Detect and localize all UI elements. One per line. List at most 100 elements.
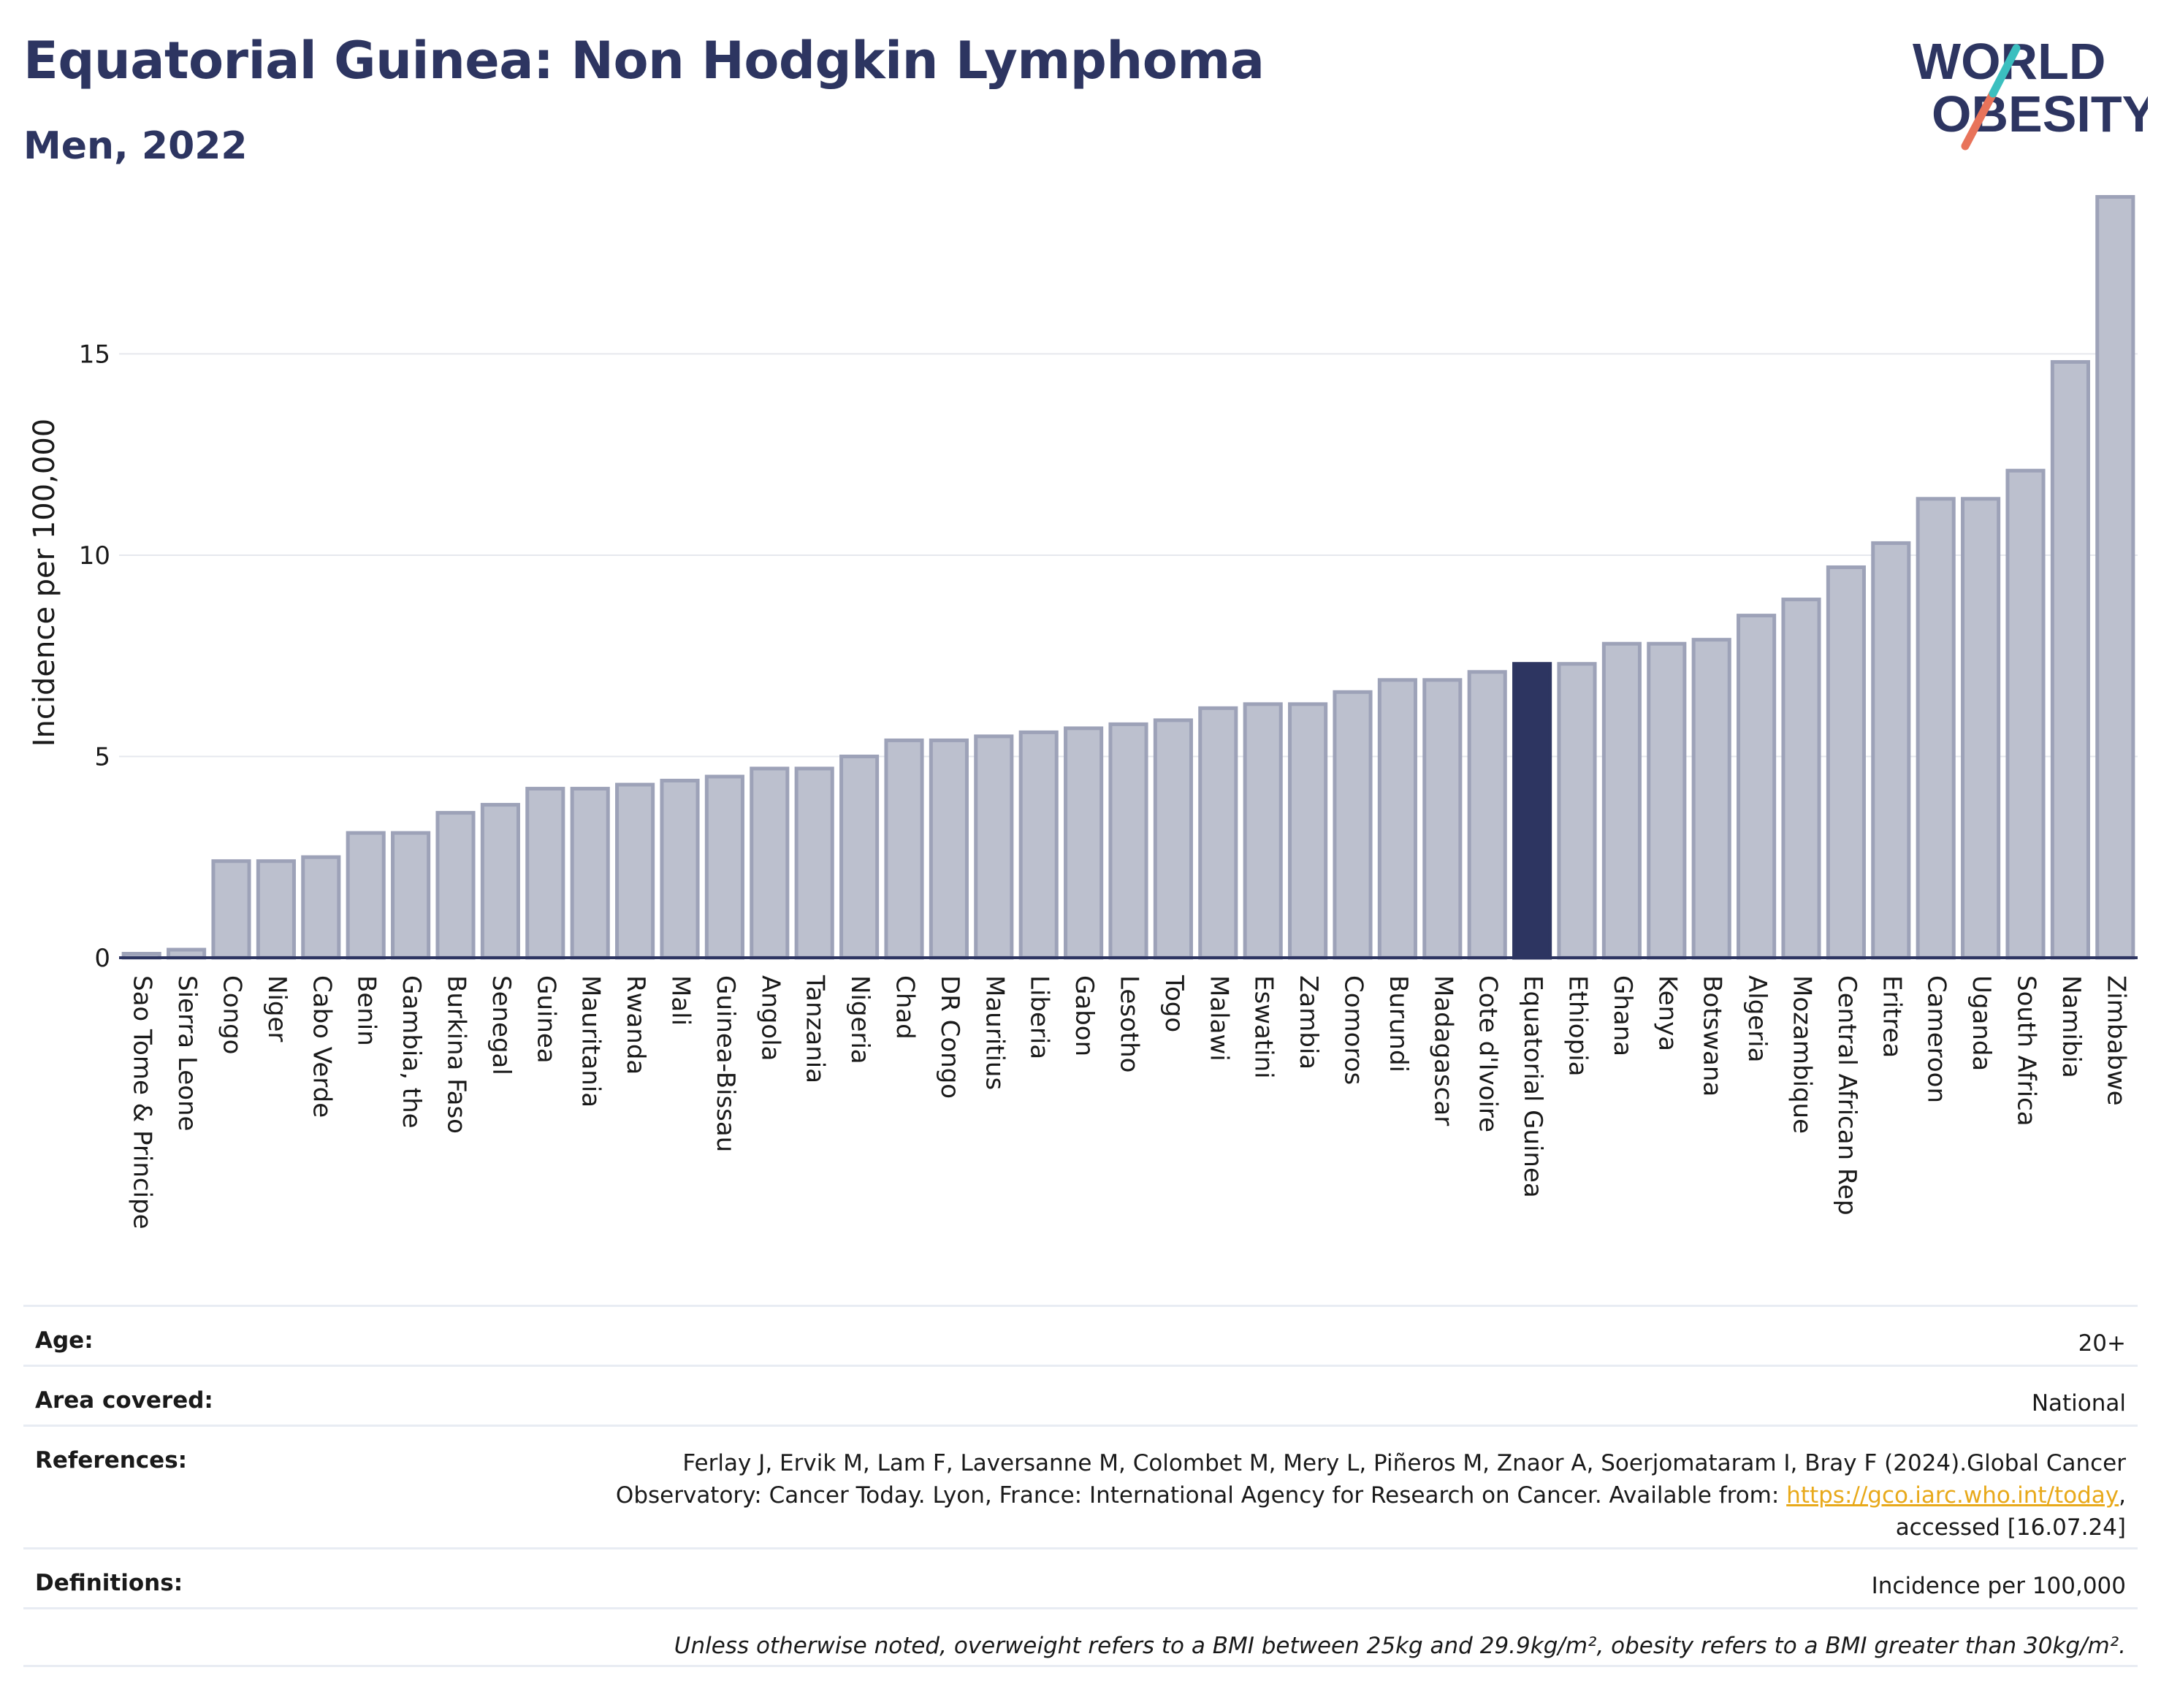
x-tick-label: Burundi [1384, 975, 1413, 1072]
x-tick-label: Burkina Faso [442, 975, 471, 1134]
bar [2095, 195, 2135, 960]
bar [704, 774, 744, 960]
x-tick-label: Namibia [2057, 975, 2086, 1078]
bar [1601, 641, 1642, 960]
bar [1916, 497, 1956, 960]
x-tick-label: Eswatini [1249, 975, 1278, 1079]
x-tick-label: Guinea-Bissau [711, 975, 740, 1152]
bar [750, 766, 790, 960]
bar [1871, 541, 1911, 960]
definitions-value: Incidence per 100,000 [1871, 1573, 2126, 1599]
x-tick-label: Cote d'Ivoire [1474, 975, 1503, 1132]
x-tick-label: Cabo Verde [307, 975, 336, 1118]
bar [1647, 641, 1687, 960]
age-label: Age: [35, 1327, 94, 1354]
bar [1737, 614, 1777, 960]
bar [884, 738, 924, 960]
area-row: Area covered: National [23, 1365, 2138, 1425]
bar [435, 811, 476, 960]
bar [391, 831, 431, 960]
bars [121, 195, 2135, 960]
bar [1422, 678, 1463, 960]
references-row: References: Ferlay J, Ervik M, Lam F, La… [23, 1425, 2138, 1547]
labels: 0 5 10 15 Incidence per 100,000 Sao Tome & Pr… [28, 340, 2130, 1229]
bar [301, 855, 341, 960]
references-link[interactable]: https://gco.iarc.who.int/today [1786, 1482, 2119, 1509]
x-tick-label: Comoros [1339, 975, 1368, 1085]
definitions-label: Definitions: [35, 1570, 183, 1596]
y-axis-label: Incidence per 100,000 [28, 419, 61, 747]
x-tick-label: Central African Rep [1832, 975, 1861, 1216]
bar [1243, 702, 1283, 960]
x-tick-label: Sierra Leone [172, 975, 202, 1131]
bar [1288, 702, 1328, 960]
bar [1198, 706, 1238, 960]
references-line-2: Observatory: Cancer Today. Lyon, France:… [615, 1482, 1787, 1509]
area-value: National [2031, 1390, 2126, 1417]
bar [480, 803, 520, 960]
x-tick-label: Ghana [1608, 975, 1637, 1056]
definitions-row: Definitions: Incidence per 100,000 [23, 1547, 2138, 1607]
bar [1691, 638, 1731, 960]
x-tick-label: Cameroon [1922, 975, 1951, 1103]
x-tick-label: Congo [218, 975, 247, 1054]
x-tick-label: Madagascar [1428, 975, 1457, 1126]
logo-slash-bottom [1961, 89, 1997, 150]
bar [211, 859, 251, 960]
y-tick-label: 15 [79, 340, 110, 369]
x-tick-label: DR Congo [935, 975, 964, 1099]
x-tick-label: Mali [666, 975, 695, 1026]
bar [1377, 678, 1417, 960]
bar [1064, 726, 1104, 960]
y-tick-label: 5 [94, 742, 110, 771]
x-tick-label: Kenya [1653, 975, 1682, 1051]
bar [2005, 468, 2046, 960]
x-tick-label: Mauritius [980, 975, 1009, 1090]
bar [839, 754, 880, 960]
x-tick-label: Senegal [487, 975, 516, 1075]
bar [929, 738, 969, 960]
x-tick-label: Nigeria [845, 975, 874, 1064]
footnote-row: Unless otherwise noted, overweight refer… [23, 1607, 2138, 1667]
references-line-1: Ferlay J, Ervik M, Lam F, Laversanne M, … [682, 1450, 2126, 1476]
x-tick-label: Zambia [1294, 975, 1323, 1070]
x-tick-label: Algeria [1742, 975, 1772, 1062]
bar-chart: 0 5 10 15 Incidence per 100,000 Sao Tome & Pr… [28, 195, 2138, 1229]
age-value: 20+ [2078, 1330, 2126, 1357]
bar [1467, 670, 1507, 960]
x-tick-label: Mauritania [576, 975, 606, 1107]
bar [2050, 359, 2090, 960]
bar [1018, 730, 1059, 960]
y-tick-label: 0 [94, 944, 110, 973]
x-tick-label: Gabon [1070, 975, 1099, 1056]
x-tick-label: Liberia [1025, 975, 1054, 1059]
x-tick-label: South Africa [2012, 975, 2041, 1126]
x-tick-label: Rwanda [621, 975, 650, 1075]
bar [974, 734, 1014, 960]
bar [256, 859, 296, 960]
info-table: Age: 20+ Area covered: National Referenc… [23, 1305, 2138, 1667]
x-tick-label: Malawi [1204, 975, 1233, 1061]
bar [525, 787, 565, 960]
x-tick-label: Uganda [1967, 975, 1996, 1071]
x-tick-label: Angola [755, 975, 785, 1061]
x-tick-label: Botswana [1698, 975, 1727, 1097]
y-tick-label: 10 [79, 541, 110, 571]
bar [1108, 722, 1148, 960]
x-tick-label: Zimbabwe [2101, 975, 2130, 1106]
x-tick-label: Niger [262, 975, 291, 1042]
bar [346, 831, 386, 960]
x-tick-label: Eritrea [1877, 975, 1906, 1058]
x-tick-label: Guinea [531, 975, 560, 1064]
x-tick-label: Benin [352, 975, 381, 1046]
age-row: Age: 20+ [23, 1305, 2138, 1365]
bar [660, 779, 700, 960]
bar [1961, 497, 2001, 960]
x-tick-label: Ethiopia [1563, 975, 1593, 1076]
bar [615, 782, 655, 960]
area-label: Area covered: [35, 1387, 213, 1414]
x-tick-label: Mozambique [1788, 975, 1817, 1134]
references-label: References: [35, 1447, 188, 1473]
bar [1512, 662, 1552, 960]
bar [570, 787, 610, 960]
